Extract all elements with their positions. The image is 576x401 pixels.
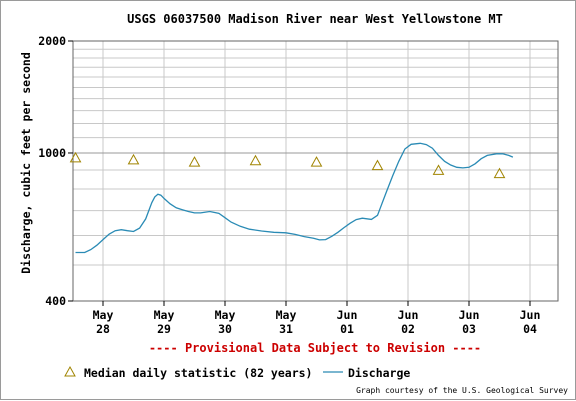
x-tick-day: 31 (279, 322, 293, 336)
x-tick-day: 04 (523, 322, 537, 336)
x-tick-day: 28 (96, 322, 110, 336)
plot-area (72, 40, 559, 302)
y-tick-label: 1000 (38, 146, 66, 160)
median-marker (493, 167, 506, 179)
median-marker (249, 154, 262, 166)
x-tick-month: May (154, 308, 175, 322)
median-marker (371, 159, 384, 171)
x-tick-day: 29 (157, 322, 171, 336)
x-tick-month: Jun (520, 308, 541, 322)
median-marker (127, 153, 140, 165)
credit-text: Graph courtesy of the U.S. Geological Su… (356, 386, 568, 395)
chart-title: USGS 06037500 Madison River near West Ye… (127, 12, 503, 26)
provisional-note: ---- Provisional Data Subject to Revisio… (149, 341, 481, 355)
x-tick-month: Jun (337, 308, 358, 322)
x-tick-month: May (276, 308, 297, 322)
x-tick-month: May (93, 308, 114, 322)
median-marker (310, 156, 323, 167)
x-tick-month: Jun (398, 308, 419, 322)
y-tick-label: 2000 (38, 34, 66, 48)
x-tick-day: 30 (218, 322, 232, 336)
median-marker (188, 156, 201, 167)
x-tick-day: 02 (401, 322, 415, 336)
x-tick-day: 03 (462, 322, 476, 336)
legend-discharge-label: Discharge (348, 366, 410, 380)
discharge-line (75, 142, 514, 254)
y-axis-label: Discharge, cubic feet per second (19, 52, 33, 274)
median-markers (69, 151, 506, 179)
legend: Median daily statistic (82 years) Discha… (64, 365, 410, 380)
series-layer (75, 142, 514, 254)
median-marker (69, 151, 82, 163)
x-tick-day: 01 (340, 322, 354, 336)
grid-lines (73, 41, 558, 301)
legend-median-label: Median daily statistic (82 years) (84, 366, 312, 380)
x-tick-month: Jun (459, 308, 480, 322)
y-tick-label: 400 (45, 294, 66, 308)
legend-triangle-icon (64, 365, 76, 377)
x-tick-month: May (215, 308, 236, 322)
y-axis-ticks: 2000 1000 400 (38, 34, 558, 308)
median-marker (432, 164, 445, 175)
